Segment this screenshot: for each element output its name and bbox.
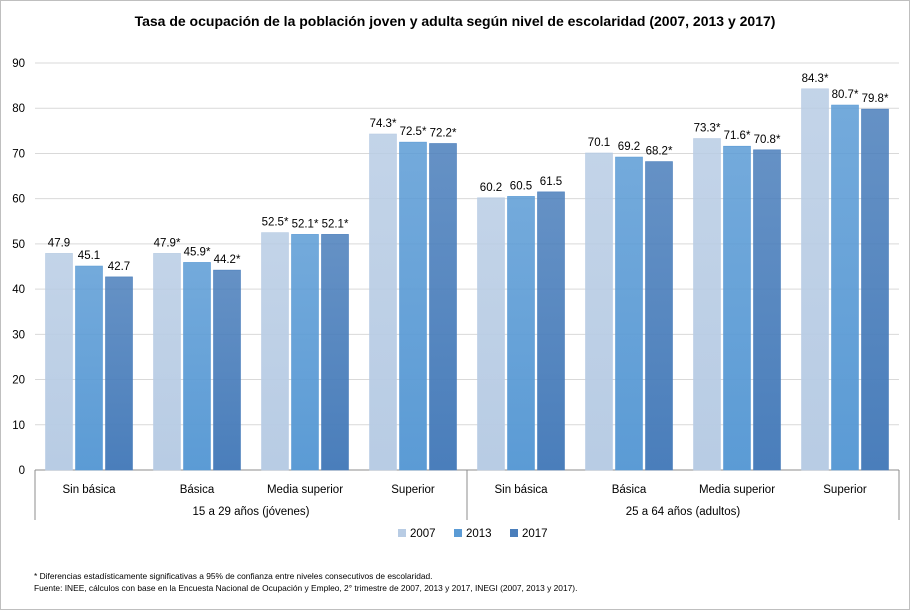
bar-2007 [261, 232, 289, 471]
x-category-label: Sin básica [62, 484, 116, 496]
x-category-label: Básica [180, 484, 215, 496]
data-label: 73.3* [694, 123, 721, 135]
y-tick-label: 30 [12, 329, 25, 341]
bar-2013 [291, 234, 319, 471]
bar-2017 [213, 269, 241, 471]
data-label: 72.5* [400, 126, 427, 138]
bar-2007 [693, 138, 721, 471]
bar-2017 [645, 161, 673, 471]
x-category-label: Sin básica [494, 484, 548, 496]
data-label: 60.2 [480, 182, 502, 194]
bar-2017 [105, 276, 133, 471]
bar-2007 [801, 88, 829, 471]
data-label: 45.9* [184, 246, 211, 258]
y-tick-label: 50 [12, 239, 25, 251]
data-label: 61.5 [540, 176, 562, 188]
legend-swatch-2013 [454, 529, 462, 537]
bar-2017 [753, 149, 781, 471]
data-label: 74.3* [370, 118, 397, 130]
data-label: 52.5* [262, 217, 289, 229]
y-tick-label: 70 [12, 148, 25, 160]
bar-2013 [399, 141, 427, 471]
bar-2013 [723, 145, 751, 471]
data-label: 52.1* [292, 218, 319, 230]
data-label: 70.1 [588, 137, 610, 149]
y-tick-label: 90 [12, 58, 25, 70]
bar-2007 [369, 133, 397, 471]
x-category-label: Superior [391, 484, 435, 496]
bar-2013 [831, 104, 859, 471]
legend-label: 2007 [410, 528, 436, 540]
bar-2007 [585, 152, 613, 471]
bar-2007 [477, 197, 505, 471]
bar-2017 [537, 191, 565, 471]
y-tick-label: 80 [12, 103, 25, 115]
data-label: 45.1 [78, 250, 100, 262]
data-label: 42.7 [108, 261, 130, 273]
data-label: 71.6* [724, 130, 751, 142]
legend-swatch-2017 [510, 529, 518, 537]
data-label: 47.9* [154, 237, 181, 249]
bar-2017 [861, 108, 889, 471]
y-tick-label: 10 [12, 420, 25, 432]
data-label: 69.2 [618, 141, 640, 153]
bar-2013 [507, 196, 535, 471]
group-label: 15 a 29 años (jóvenes) [193, 506, 310, 518]
x-category-label: Media superior [699, 484, 775, 496]
bar-2017 [321, 234, 349, 471]
y-tick-label: 40 [12, 284, 25, 296]
data-label: 79.8* [862, 93, 889, 105]
data-label: 70.8* [754, 134, 781, 146]
y-tick-label: 20 [12, 375, 25, 387]
data-label: 60.5 [510, 180, 532, 192]
bar-2017 [429, 143, 457, 471]
data-label: 68.2* [646, 146, 673, 158]
group-label: 25 a 64 años (adultos) [626, 506, 741, 518]
x-category-label: Superior [823, 484, 867, 496]
x-category-label: Media superior [267, 484, 343, 496]
bar-2013 [183, 262, 211, 471]
bar-2007 [153, 253, 181, 471]
data-label: 84.3* [802, 73, 829, 85]
bar-2013 [615, 156, 643, 471]
data-label: 72.2* [430, 127, 457, 139]
bar-2013 [75, 265, 103, 471]
chart-title: Tasa de ocupación de la población joven … [134, 13, 776, 29]
y-tick-label: 60 [12, 194, 25, 206]
data-label: 80.7* [832, 89, 859, 101]
y-tick-label: 0 [19, 465, 25, 477]
data-label: 44.2* [214, 254, 241, 266]
legend-label: 2013 [466, 528, 492, 540]
source-note: Fuente: INEE, cálculos con base en la En… [34, 583, 578, 593]
data-label: 52.1* [322, 218, 349, 230]
asterisk-note: * Diferencias estadísticamente significa… [34, 571, 433, 581]
legend-swatch-2007 [398, 529, 406, 537]
x-category-label: Básica [612, 484, 647, 496]
data-label: 47.9 [48, 237, 70, 249]
legend-label: 2017 [522, 528, 548, 540]
bar-2007 [45, 253, 73, 471]
